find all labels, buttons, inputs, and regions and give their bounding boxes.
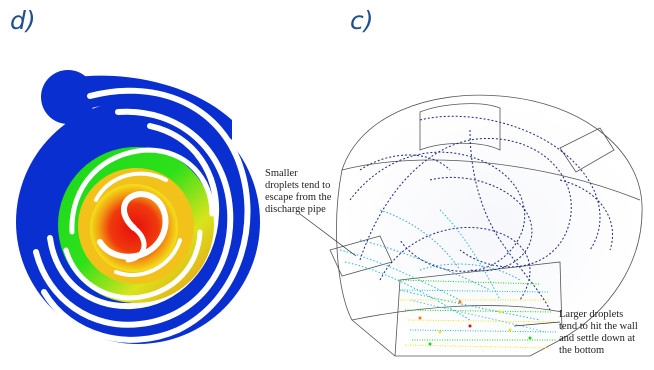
annotation-line: Larger droplets bbox=[559, 309, 624, 320]
annotation-line: droplets tend to bbox=[265, 180, 331, 191]
annotation-larger-droplets: Larger droplets tend to hit the wall and… bbox=[559, 309, 638, 357]
leader-line-small bbox=[299, 213, 357, 257]
spiral-gap-5 bbox=[63, 229, 203, 301]
deposit-dots bbox=[418, 300, 532, 346]
spiral-cross-section bbox=[16, 70, 260, 344]
annotation-smaller-droplets: Smaller droplets tend to escape from the… bbox=[265, 168, 331, 216]
spiral-gap-7 bbox=[114, 238, 182, 278]
annotation-line: tend to hit the wall bbox=[559, 321, 638, 332]
annotation-line: escape from the bbox=[265, 192, 332, 203]
spiral-gap-4 bbox=[69, 147, 215, 235]
spiral-gap-2 bbox=[33, 108, 234, 328]
annotation-line: the bottom bbox=[559, 345, 605, 356]
annotation-line: discharge pipe bbox=[265, 204, 326, 215]
panel-label-d: d) bbox=[10, 6, 36, 35]
core-swirl bbox=[97, 190, 169, 260]
spiral-gap-6 bbox=[94, 171, 168, 202]
trajectory-lines-navy bbox=[349, 115, 614, 311]
deposit-region bbox=[397, 279, 557, 349]
core-swirl-tail bbox=[125, 225, 147, 263]
trajectory-lines-cyan bbox=[339, 209, 546, 333]
annotation-line: Smaller bbox=[265, 168, 298, 179]
spiral-gap-1 bbox=[41, 87, 251, 343]
separator-3d-view bbox=[299, 94, 643, 358]
annotation-line: and settle down at bbox=[559, 333, 636, 344]
leader-line-large bbox=[513, 321, 561, 327]
panel-label-c: c) bbox=[350, 6, 374, 35]
